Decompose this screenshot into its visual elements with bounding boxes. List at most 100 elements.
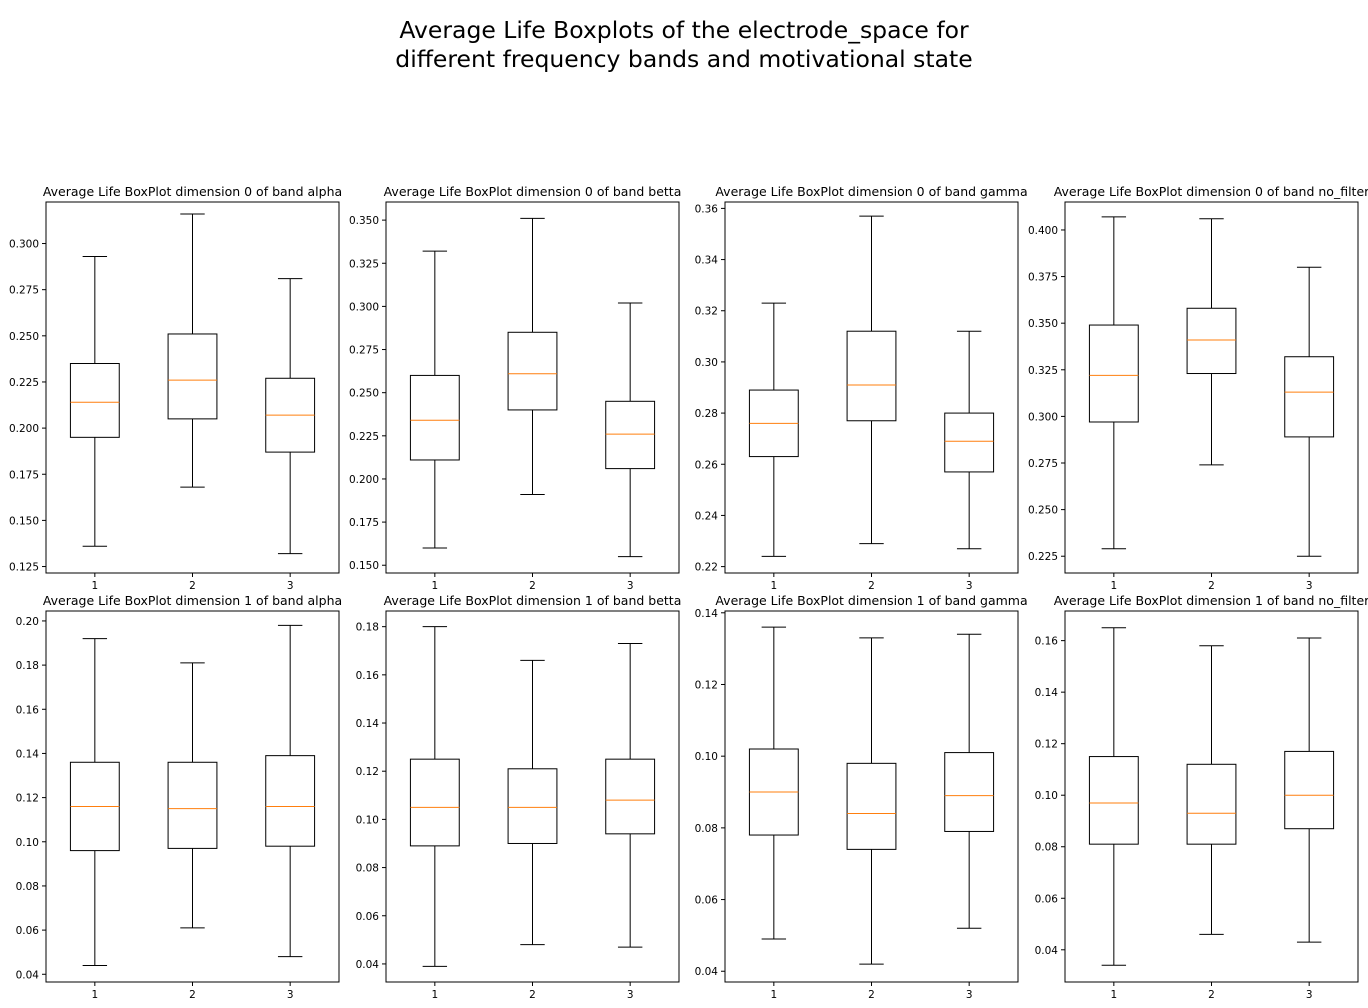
figure-title-line-2: different frequency bands and motivation… xyxy=(395,45,973,73)
box-2 xyxy=(167,213,218,488)
y-tick-label: 0.26 xyxy=(695,459,719,471)
y-tick-label: 0.225 xyxy=(349,431,379,443)
box-2 xyxy=(1186,218,1237,466)
y-tick-label: 0.16 xyxy=(1035,636,1059,648)
subplot-7: Average Life BoxPlot dimension 1 of band… xyxy=(695,593,1028,1001)
y-tick-label: 0.14 xyxy=(356,718,380,730)
y-tick-label: 0.08 xyxy=(1035,842,1058,854)
x-tick-label: 3 xyxy=(627,580,634,592)
iqr-box xyxy=(944,752,995,832)
x-tick-label: 1 xyxy=(1110,580,1117,592)
box-1 xyxy=(69,638,120,966)
y-tick-label: 0.12 xyxy=(16,793,39,805)
box-3 xyxy=(605,302,656,558)
x-tick-label: 2 xyxy=(1208,989,1215,1001)
y-tick-label: 0.275 xyxy=(1028,458,1058,470)
x-tick-label: 3 xyxy=(287,580,294,592)
iqr-box xyxy=(409,758,460,847)
x-tick-label: 2 xyxy=(529,989,536,1001)
y-tick-label: 0.14 xyxy=(16,748,40,760)
subplot-8: Average Life BoxPlot dimension 1 of band… xyxy=(1035,593,1368,1001)
iqr-box xyxy=(605,758,656,835)
x-tick-label: 3 xyxy=(627,989,634,1001)
subplot-title: Average Life BoxPlot dimension 1 of band… xyxy=(715,593,1027,608)
box-1 xyxy=(748,626,799,940)
y-tick-label: 0.16 xyxy=(16,704,40,716)
iqr-box xyxy=(1088,756,1139,845)
subplot-title: Average Life BoxPlot dimension 0 of band… xyxy=(715,184,1027,199)
x-tick-label: 3 xyxy=(966,989,973,1001)
y-tick-label: 0.04 xyxy=(16,969,40,981)
box-2 xyxy=(507,659,558,946)
x-tick-label: 1 xyxy=(91,580,98,592)
y-tick-label: 0.08 xyxy=(695,823,718,835)
subplot-3: Average Life BoxPlot dimension 0 of band… xyxy=(695,184,1028,592)
x-tick-label: 3 xyxy=(1306,580,1313,592)
y-tick-label: 0.12 xyxy=(356,766,379,778)
y-tick-label: 0.150 xyxy=(9,515,39,527)
x-tick-label: 3 xyxy=(966,580,973,592)
y-tick-label: 0.14 xyxy=(695,608,719,620)
iqr-box xyxy=(167,761,218,849)
y-tick-label: 0.14 xyxy=(1035,687,1059,699)
box-1 xyxy=(409,626,460,967)
box-2 xyxy=(507,217,558,495)
y-tick-label: 0.20 xyxy=(16,616,39,628)
y-tick-label: 0.06 xyxy=(356,911,380,923)
y-tick-label: 0.250 xyxy=(1028,505,1058,517)
subplot-1: Average Life BoxPlot dimension 0 of band… xyxy=(9,184,342,592)
y-tick-label: 0.175 xyxy=(9,469,39,481)
y-tick-label: 0.04 xyxy=(1035,945,1059,957)
iqr-box xyxy=(167,333,218,420)
box-3 xyxy=(265,278,316,555)
x-tick-label: 1 xyxy=(91,989,98,1001)
iqr-box xyxy=(1088,324,1139,423)
subplot-title: Average Life BoxPlot dimension 0 of band… xyxy=(43,184,342,199)
y-tick-label: 0.04 xyxy=(695,966,719,978)
x-tick-label: 1 xyxy=(431,989,438,1001)
box-3 xyxy=(944,633,995,929)
box-1 xyxy=(409,250,460,549)
y-tick-label: 0.225 xyxy=(1028,551,1058,563)
y-tick-label: 0.225 xyxy=(9,377,39,389)
y-tick-label: 0.400 xyxy=(1028,225,1058,237)
box-2 xyxy=(846,637,897,965)
subplot-title: Average Life BoxPlot dimension 1 of band… xyxy=(384,593,682,608)
y-tick-label: 0.18 xyxy=(356,622,379,634)
y-tick-label: 0.150 xyxy=(349,560,379,572)
y-tick-label: 0.28 xyxy=(695,408,718,420)
y-tick-label: 0.10 xyxy=(16,837,39,849)
y-tick-label: 0.325 xyxy=(1028,365,1058,377)
box-2 xyxy=(1186,645,1237,935)
iqr-box xyxy=(846,762,897,850)
y-tick-label: 0.16 xyxy=(356,670,380,682)
iqr-box xyxy=(1186,307,1237,375)
x-tick-label: 1 xyxy=(770,989,777,1001)
subplot-title: Average Life BoxPlot dimension 0 of band… xyxy=(384,184,682,199)
box-1 xyxy=(1088,216,1139,550)
y-tick-label: 0.04 xyxy=(356,959,380,971)
y-tick-label: 0.300 xyxy=(349,301,379,313)
iqr-box xyxy=(944,412,995,473)
iqr-box xyxy=(1186,763,1237,845)
y-tick-label: 0.325 xyxy=(349,258,379,270)
y-tick-label: 0.250 xyxy=(349,388,379,400)
box-1 xyxy=(748,302,799,557)
subplot-title: Average Life BoxPlot dimension 0 of band… xyxy=(1054,184,1368,199)
figure-title: Average Life Boxplots of the electrode_s… xyxy=(0,16,1368,74)
y-tick-label: 0.18 xyxy=(16,660,39,672)
box-2 xyxy=(167,662,218,929)
y-tick-label: 0.12 xyxy=(1035,739,1058,751)
y-tick-label: 0.275 xyxy=(9,285,39,297)
x-tick-label: 2 xyxy=(868,580,875,592)
x-tick-label: 3 xyxy=(1306,989,1313,1001)
box-3 xyxy=(605,643,656,948)
y-tick-label: 0.300 xyxy=(1028,411,1058,423)
y-tick-label: 0.175 xyxy=(349,517,379,529)
y-tick-label: 0.125 xyxy=(9,562,39,574)
iqr-box xyxy=(409,374,460,461)
subplot-title: Average Life BoxPlot dimension 1 of band… xyxy=(43,593,342,608)
iqr-box xyxy=(507,768,558,844)
box-1 xyxy=(69,255,120,547)
